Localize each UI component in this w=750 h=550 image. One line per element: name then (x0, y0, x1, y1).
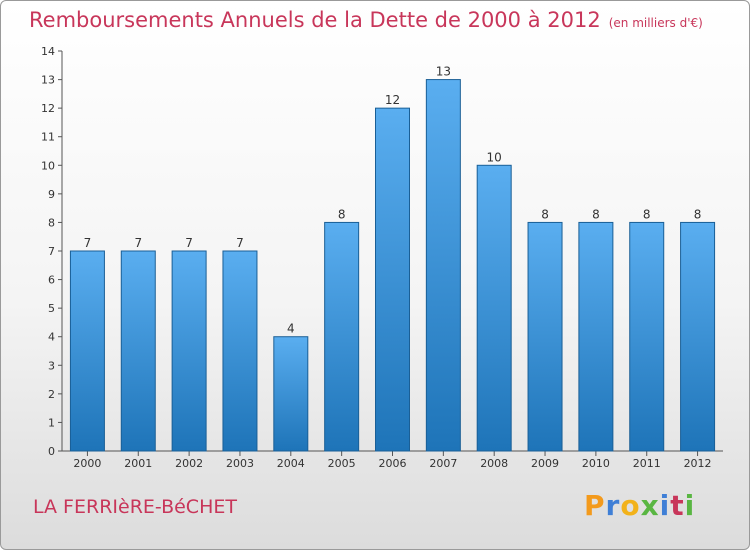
bar (375, 107, 410, 452)
bar (527, 221, 563, 452)
y-tick-label: 6 (48, 274, 55, 287)
y-tick-label: 0 (48, 445, 55, 458)
y-tick-label: 7 (48, 245, 55, 258)
data-label: 8 (592, 207, 600, 221)
bar (69, 250, 105, 452)
y-tick-label: 12 (41, 102, 55, 115)
y-tick-label: 11 (41, 131, 55, 144)
bar (120, 250, 156, 452)
title-text: Remboursements Annuels de la Dette de 20… (29, 8, 601, 32)
y-tick-label: 1 (48, 416, 55, 429)
data-label: 8 (694, 207, 702, 221)
data-label: 4 (287, 322, 295, 336)
bar (222, 250, 258, 452)
data-label: 13 (436, 65, 451, 79)
data-label: 7 (134, 236, 142, 250)
y-tick-label: 13 (41, 74, 55, 87)
x-tick-label: 2011 (633, 457, 661, 470)
town-name: LA FERRIèRE-BéCHET (33, 496, 237, 518)
bar (680, 221, 716, 452)
data-label: 8 (338, 207, 346, 221)
data-label: 12 (385, 93, 400, 107)
bar (578, 221, 614, 452)
x-tick-label: 2006 (379, 457, 407, 470)
y-tick-label: 4 (48, 331, 55, 344)
bar (476, 164, 512, 452)
x-tick-label: 2012 (684, 457, 712, 470)
y-tick-label: 14 (41, 45, 55, 58)
data-label: 8 (541, 207, 549, 221)
bar (629, 221, 665, 452)
y-tick-label: 9 (48, 188, 55, 201)
bar (273, 336, 309, 452)
y-tick-label: 3 (48, 359, 55, 372)
x-tick-label: 2001 (124, 457, 152, 470)
data-label: 10 (487, 150, 502, 164)
proxiti-logo: Proxiti (584, 489, 696, 522)
bar (324, 221, 360, 452)
x-tick-label: 2003 (226, 457, 254, 470)
x-tick-label: 2009 (531, 457, 559, 470)
chart-title: Remboursements Annuels de la Dette de 20… (29, 8, 703, 32)
y-tick-label: 2 (48, 388, 55, 401)
x-tick-label: 2005 (328, 457, 356, 470)
y-tick-label: 10 (41, 159, 55, 172)
bar (171, 250, 207, 452)
bar (425, 79, 461, 452)
x-tick-label: 2010 (582, 457, 610, 470)
data-label: 7 (84, 236, 92, 250)
x-tick-label: 2004 (277, 457, 305, 470)
x-tick-label: 2007 (429, 457, 457, 470)
y-tick-label: 8 (48, 216, 55, 229)
data-label: 8 (643, 207, 651, 221)
x-tick-label: 2002 (175, 457, 203, 470)
x-tick-label: 2008 (480, 457, 508, 470)
y-tick-label: 5 (48, 302, 55, 315)
unit-label: (en milliers d'€) (608, 16, 703, 30)
data-label: 7 (185, 236, 193, 250)
data-label: 7 (236, 236, 244, 250)
x-tick-label: 2000 (73, 457, 101, 470)
